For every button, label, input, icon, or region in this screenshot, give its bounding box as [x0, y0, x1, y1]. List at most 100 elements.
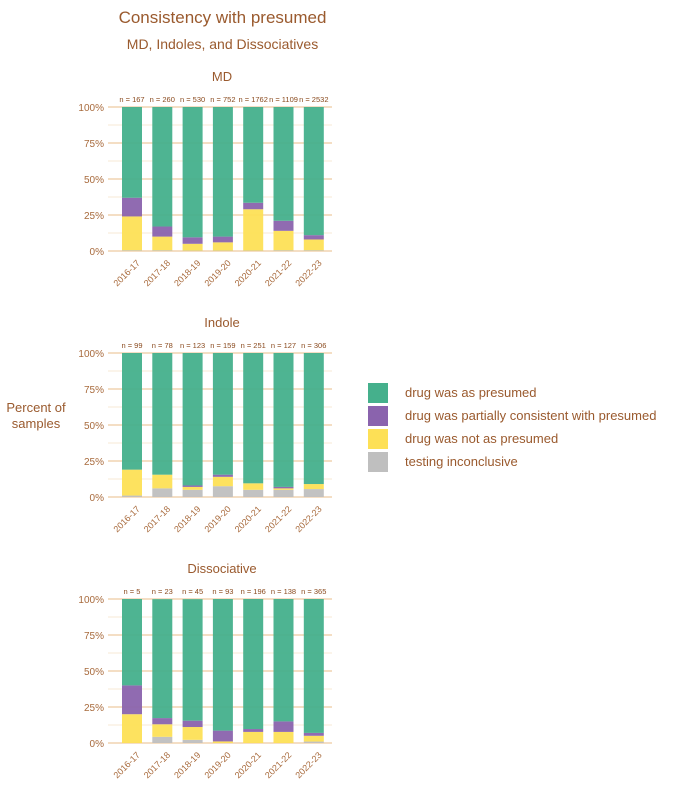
x-tick-label: 2020-21: [233, 258, 263, 288]
bar-segment: [122, 714, 142, 743]
x-tick-label: 2018-19: [172, 258, 202, 288]
legend-label: testing inconclusive: [405, 454, 518, 469]
panel-title: MD: [212, 69, 232, 84]
bar-segment: [122, 216, 142, 251]
bar-segment: [182, 739, 203, 743]
n-label: n = 93: [212, 587, 233, 596]
bar-segment: [152, 226, 173, 237]
bar-segment: [303, 735, 324, 742]
n-label: n = 2532: [299, 95, 328, 104]
bar-segment: [273, 489, 294, 497]
bar-segment: [243, 729, 264, 732]
bar-segment: [273, 353, 294, 487]
bar-segment: [273, 731, 294, 743]
y-tick-label: 25%: [84, 703, 104, 714]
panel-title: Dissociative: [187, 561, 256, 576]
n-label: n = 138: [271, 587, 296, 596]
y-tick-label: 75%: [84, 631, 104, 642]
bar-segment: [273, 230, 294, 251]
bar-segment: [273, 250, 294, 251]
bar-segment: [243, 483, 264, 490]
x-tick-label: 2018-19: [172, 504, 202, 534]
bar-segment: [243, 202, 264, 210]
bar-segment: [122, 599, 142, 686]
bar-segment: [122, 469, 142, 496]
panel-md: MD 0% 25% 50% 75% 100% n = 167 2016-17 n = 260 20…: [78, 69, 332, 288]
n-label: n = 123: [180, 341, 205, 350]
bar-segment: [212, 236, 233, 243]
bar-segment: [303, 250, 324, 251]
bar-segment: [182, 353, 203, 486]
bar-segment: [152, 353, 173, 475]
bar-segment: [212, 242, 233, 251]
n-label: n = 1109: [269, 95, 298, 104]
n-label: n = 260: [150, 95, 175, 104]
x-tick-label: 2021-22: [263, 258, 293, 288]
bar-segment: [273, 599, 294, 722]
legend-label: drug was not as presumed: [405, 431, 559, 446]
x-tick-label: 2018-19: [172, 750, 202, 780]
n-label: n = 251: [241, 341, 266, 350]
n-label: n = 167: [119, 95, 144, 104]
x-tick-label: 2022-23: [293, 504, 323, 534]
x-tick-label: 2020-21: [233, 750, 263, 780]
bar-segment: [212, 599, 233, 731]
bar-segment: [212, 107, 233, 237]
bar-segment: [303, 235, 324, 240]
bar-segment: [303, 732, 324, 736]
x-tick-label: 2016-17: [112, 750, 142, 780]
bar-segment: [122, 250, 142, 251]
x-tick-label: 2019-20: [202, 750, 232, 780]
y-tick-label: 25%: [84, 211, 104, 222]
bar-segment: [212, 353, 233, 475]
n-label: n = 1762: [238, 95, 267, 104]
bar-segment: [212, 474, 233, 477]
bar-segment: [303, 107, 324, 236]
x-tick-label: 2017-18: [142, 258, 172, 288]
x-tick-label: 2021-22: [263, 504, 293, 534]
n-label: n = 306: [301, 341, 326, 350]
chart-subtitle: MD, Indoles, and Dissociatives: [126, 36, 319, 52]
bar-segment: [243, 599, 264, 730]
legend-key: [368, 429, 388, 449]
bar-segment: [122, 685, 142, 715]
y-tick-label: 0%: [90, 247, 105, 258]
bar-segment: [243, 353, 264, 484]
y-tick-label: 0%: [90, 493, 105, 504]
bar-segment: [243, 209, 264, 251]
bar-segment: [122, 197, 142, 217]
bar-segment: [122, 353, 142, 470]
n-label: n = 365: [301, 587, 326, 596]
y-tick-label: 75%: [84, 385, 104, 396]
n-label: n = 752: [210, 95, 235, 104]
bar-segment: [243, 107, 264, 203]
bar-segment: [243, 731, 264, 743]
chart-title: Consistency with presumed: [118, 8, 327, 27]
y-tick-label: 100%: [78, 349, 104, 360]
n-label: n = 5: [124, 587, 141, 596]
n-label: n = 196: [241, 587, 266, 596]
legend-key: [368, 452, 388, 472]
y-tick-label: 0%: [90, 739, 105, 750]
bar-segment: [273, 107, 294, 221]
bar-segment: [152, 474, 173, 489]
bar-segment: [273, 486, 294, 489]
bar-segment: [152, 599, 173, 719]
panel-title: Indole: [204, 315, 239, 330]
bar-segment: [152, 236, 173, 251]
panel-dissociative: Dissociative 0% 25% 50% 75% 100% n = 5 2016-17 n…: [78, 561, 332, 780]
bar-segment: [273, 220, 294, 231]
bar-segment: [303, 353, 324, 485]
bar-segment: [122, 495, 142, 497]
y-tick-label: 50%: [84, 421, 104, 432]
y-tick-label: 50%: [84, 667, 104, 678]
bar-segment: [243, 489, 264, 497]
bar-segment: [152, 718, 173, 725]
x-tick-label: 2016-17: [112, 504, 142, 534]
panel-indole: Indole 0% 25% 50% 75% 100% n = 99 2016-17 n = 78…: [78, 315, 332, 534]
bar-segment: [182, 489, 203, 497]
bar-segment: [152, 736, 173, 743]
x-tick-label: 2017-18: [142, 504, 172, 534]
bar-segment: [152, 724, 173, 737]
bar-segment: [273, 721, 294, 732]
